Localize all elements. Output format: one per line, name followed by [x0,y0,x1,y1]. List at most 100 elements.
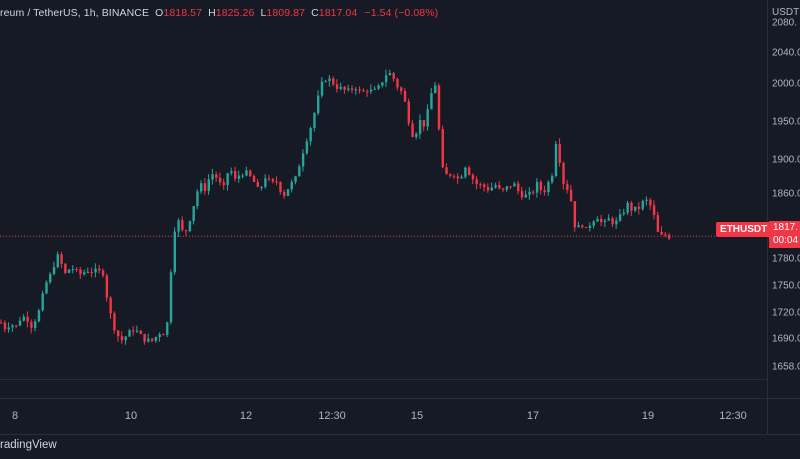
price-tick-label: 2040.00 [772,47,800,59]
candle-down [30,321,33,329]
candle-down [479,184,482,186]
candle-up [460,176,463,179]
candle-down [452,175,456,177]
last-price-value: 1817. [773,222,799,233]
symbol-price-tag: ETHUSDT [716,222,772,237]
candle-up [230,171,233,174]
low-label: L [260,7,267,19]
candle-down [630,202,633,211]
candle-down [637,206,641,209]
candle-down [101,270,105,276]
candle-up [94,268,97,273]
candle-up [298,166,301,177]
candle-down [611,218,614,225]
symbol-title[interactable]: reum / TetherUS, 1h, BINANCE [0,7,150,19]
candle-up [434,85,437,94]
candle-down [437,85,441,129]
candle-up [177,220,180,232]
candle-up [166,322,169,335]
candle-down [222,182,226,186]
candle-up [33,321,37,329]
candle-down [366,91,369,93]
candle-up [430,93,433,110]
candle-down [422,120,426,127]
candle-down [64,263,67,273]
candle-up [37,310,41,322]
candle-down [486,186,490,191]
candle-down [116,330,120,337]
price-tick-label: 1900.00 [772,154,800,166]
candle-down [649,199,652,206]
candles-group [0,69,671,345]
candle-down [143,333,146,342]
candle-down [350,88,354,90]
candle-up [535,181,539,193]
candle-down [517,183,520,192]
candle-up [381,82,384,86]
candle-up [169,272,173,323]
candle-up [377,85,380,89]
candle-up [607,218,611,221]
candle-down [343,86,346,90]
candle-up [313,113,316,128]
candle-up [128,330,131,337]
candle-up [369,89,373,92]
candle-up [418,120,422,134]
candle-down [139,330,143,334]
candle-up [188,221,192,232]
candle-up [301,153,305,167]
candle-down [283,192,286,196]
candle-up [67,269,71,273]
candle-up [309,127,312,142]
candle-up [592,221,595,226]
candle-up [588,225,592,229]
time-tick-label: 12:30 [719,410,747,422]
candle-up [207,179,210,191]
candle-down [407,101,410,124]
candle-down [132,330,135,332]
low-value: 1809.87 [266,7,306,19]
candle-up [294,176,297,183]
price-tick-top: 2080. [772,17,798,29]
candle-down [203,183,207,191]
candle-down [90,271,93,273]
candle-down [279,182,282,193]
candle-down [569,189,573,202]
price-tick-label: 1750.00 [772,280,800,292]
candle-up [622,212,626,215]
candle-up [645,199,648,201]
candle-down [456,176,460,179]
candle-down [362,90,365,92]
candle-up [237,175,241,179]
candle-down [509,186,512,188]
candle-down [15,325,18,327]
brand-logo-text[interactable]: radingView [0,439,57,451]
time-tick-label: 17 [526,410,540,422]
price-tick-label: 1658.00 [772,361,800,373]
candle-down [501,188,505,190]
candle-down [249,170,252,177]
candle-down [0,322,3,324]
candle-down [467,167,471,175]
candle-up [626,202,629,213]
candle-up [305,141,309,154]
candle-up [226,173,229,186]
candle-up [641,200,644,209]
candle-down [668,234,671,239]
time-tick-label: 12:30 [318,410,346,422]
candle-down [26,316,29,322]
close-value: 1817.04 [318,7,358,19]
candle-up [158,334,161,338]
candle-down [79,269,82,275]
candle-down [400,87,403,91]
candle-down [150,338,154,341]
candle-down [581,225,584,228]
candle-down [445,167,448,175]
open-label: O [155,7,164,19]
candle-up [320,81,324,96]
candle-up [547,182,550,193]
candle-down [483,184,486,187]
last-price-label: 1817. 00:04 [769,221,800,248]
candle-up [328,78,331,82]
